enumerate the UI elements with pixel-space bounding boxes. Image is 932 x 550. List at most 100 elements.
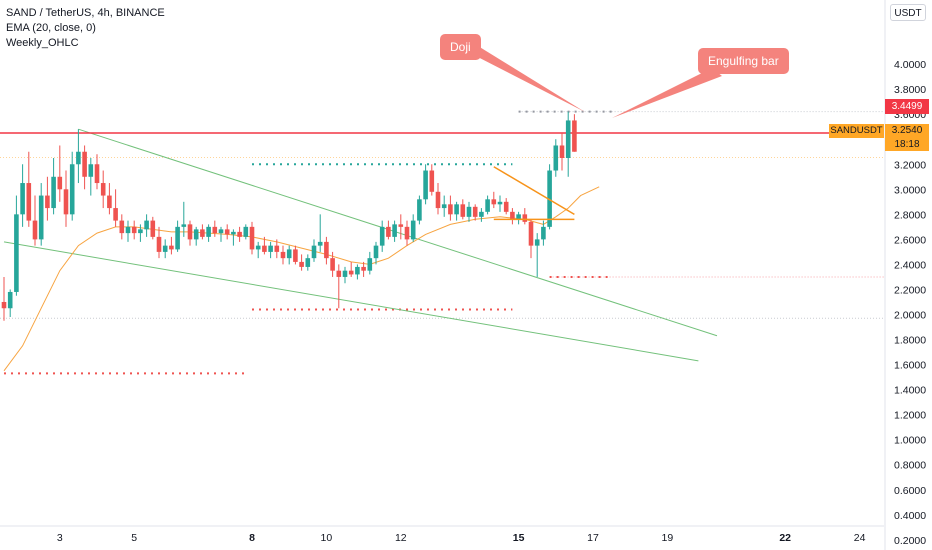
chart-legend: SAND / TetherUS, 4h, BINANCE EMA (20, cl… (6, 6, 165, 51)
x-tick-label: 8 (249, 532, 255, 544)
x-tick-label: 10 (321, 532, 333, 544)
candle-body (553, 145, 559, 171)
weekly-ohlc-indicator-label[interactable]: Weekly_OHLC (6, 37, 79, 49)
currency-button[interactable]: USDT (890, 4, 926, 21)
doji-callout[interactable]: Doji (440, 34, 481, 60)
candle-body (435, 191, 441, 209)
candle-body (293, 249, 298, 262)
candle-body (20, 183, 25, 215)
candle-body (417, 199, 422, 221)
ema-indicator-label[interactable]: EMA (20, close, 0) (6, 22, 96, 34)
candle-body (510, 211, 515, 220)
candle-body (212, 226, 218, 234)
y-tick-label: 4.0000 (894, 59, 926, 71)
candle-body (51, 176, 56, 209)
candle-body (355, 266, 360, 275)
x-tick-label: 15 (513, 532, 525, 544)
candle-body (454, 204, 459, 215)
candle-body (541, 226, 546, 240)
last-price-label: 3.4499 (885, 99, 929, 114)
candle-body (342, 270, 348, 277)
candle-body (119, 220, 125, 234)
symbol-title[interactable]: SAND / TetherUS, 4h, BINANCE (6, 7, 165, 19)
candle-body (193, 229, 199, 240)
triangle-upper-line (493, 166, 575, 215)
y-tick-label: 3.8000 (894, 84, 926, 96)
x-tick-label: 24 (854, 532, 866, 544)
candle-body (26, 183, 32, 221)
x-tick-label: 19 (662, 532, 674, 544)
candle-body (386, 226, 391, 237)
candle-body (534, 239, 540, 246)
candle-body (94, 164, 100, 184)
candle-body (57, 176, 63, 190)
candle-body (125, 226, 131, 234)
engulfing-bar-callout[interactable]: Engulfing bar (698, 48, 789, 74)
symbol-price-label: 3.2540 (885, 124, 929, 138)
y-tick-label: 2.6000 (894, 234, 926, 246)
candle-body (472, 206, 478, 217)
symbol-name-label: SANDUSDT (829, 124, 884, 138)
y-tick-label: 3.2000 (894, 159, 926, 171)
candle-body (156, 236, 162, 252)
candle-body (404, 226, 410, 240)
candle-body (336, 270, 342, 277)
candle-body (448, 204, 453, 215)
candle-body (45, 195, 50, 209)
candle-body (138, 229, 143, 234)
candle-body (547, 170, 552, 227)
candle-body (88, 164, 94, 177)
candle-body (14, 214, 19, 292)
x-tick-label: 12 (395, 532, 407, 544)
x-tick-label: 22 (779, 532, 791, 544)
candle-body (441, 204, 447, 209)
candle-body (348, 270, 354, 275)
candle-body (268, 245, 273, 252)
y-tick-label: 3.0000 (894, 184, 926, 196)
candle-body (7, 291, 13, 309)
y-tick-label: 2.8000 (894, 209, 926, 221)
candle-body (224, 229, 230, 235)
doji-callout-pointer (468, 46, 585, 112)
candle-body (460, 204, 466, 217)
candle-body (398, 224, 404, 227)
candle-body (274, 245, 280, 252)
candle-body (162, 245, 168, 252)
candle-body (76, 151, 81, 165)
y-tick-label: 2.0000 (894, 310, 926, 322)
x-tick-label: 3 (57, 532, 63, 544)
candle-body (131, 226, 137, 234)
candle-body (169, 245, 174, 250)
candle-body (82, 151, 87, 177)
ema-line (3, 186, 600, 372)
candle-body (516, 214, 521, 220)
candle-body (32, 220, 38, 240)
candle-body (392, 224, 397, 237)
y-tick-label: 1.0000 (894, 435, 926, 447)
candle-body (255, 245, 261, 250)
trendline (3, 241, 699, 362)
candle-body (410, 220, 416, 240)
candle-body (497, 201, 503, 205)
candle-body (231, 231, 236, 235)
y-tick-label: 1.6000 (894, 360, 926, 372)
candle-body (485, 199, 490, 212)
candle-body (175, 226, 180, 250)
candle-body (572, 120, 577, 152)
y-tick-label: 2.4000 (894, 259, 926, 271)
candle-body (317, 241, 323, 246)
y-tick-label: 0.8000 (894, 460, 926, 472)
candle-body (429, 170, 435, 192)
candle-body (559, 145, 565, 158)
candle-body (63, 189, 69, 215)
y-tick-label: 0.4000 (894, 510, 926, 522)
y-tick-label: 0.6000 (894, 485, 926, 497)
candle-body (1, 301, 7, 309)
candle-body (206, 226, 211, 237)
candle-body (107, 195, 112, 209)
candle-body (69, 164, 75, 215)
y-tick-label: 2.2000 (894, 284, 926, 296)
candle-body (311, 245, 317, 259)
candle-body (479, 211, 484, 217)
